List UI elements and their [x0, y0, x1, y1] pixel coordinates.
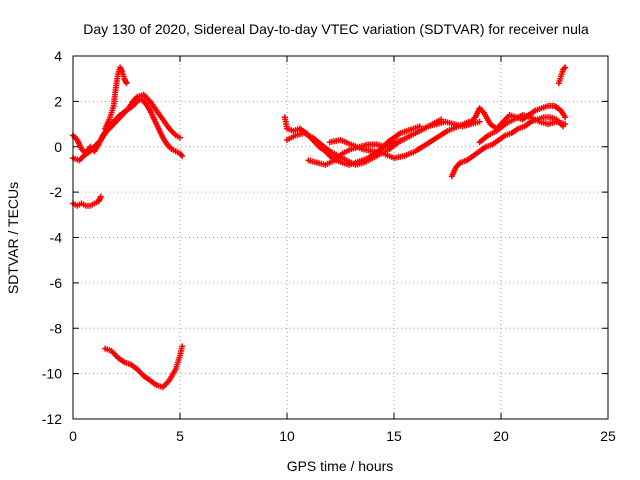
data-point — [179, 343, 186, 350]
grid-lines — [73, 56, 608, 419]
plot-frame — [72, 55, 609, 420]
y-tick-label: -6 — [50, 275, 63, 291]
y-tick-label: 4 — [54, 48, 62, 64]
x-axis-label: GPS time / hours — [287, 458, 394, 474]
data-point — [562, 64, 569, 71]
data-point — [97, 193, 104, 200]
data-point — [562, 114, 569, 121]
x-tick-label: 10 — [279, 428, 295, 444]
y-tick-label: -2 — [50, 184, 63, 200]
series-sat-c — [102, 64, 130, 132]
x-tick-label: 5 — [176, 428, 184, 444]
y-tick-label: -4 — [50, 230, 63, 246]
data-point — [476, 118, 483, 125]
data-points — [70, 64, 569, 391]
series-sat-m — [555, 64, 569, 87]
series-sat-l — [476, 111, 569, 146]
x-tick-label: 15 — [386, 428, 402, 444]
y-tick-label: -8 — [50, 320, 63, 336]
data-point — [177, 134, 183, 141]
data-point — [561, 65, 568, 72]
series-sat-i — [326, 118, 472, 162]
y-tick-label: 0 — [54, 139, 62, 155]
y-tick-label: -10 — [42, 366, 62, 382]
x-tick-label: 25 — [600, 428, 616, 444]
chart-title: Day 130 of 2020, Sidereal Day-to-day VTE… — [83, 21, 589, 37]
y-axis-label: SDTVAR / TECUs — [5, 182, 21, 294]
axis-ticks: 0 5 10 15 20 25 -12 -10 -8 -6 -4 -2 0 2 4 — [42, 48, 616, 444]
data-point — [179, 152, 186, 159]
x-tick-label: 0 — [69, 428, 77, 444]
series-sat-e — [102, 343, 186, 391]
series-sat-b — [70, 91, 183, 164]
y-tick-label: -12 — [42, 411, 62, 427]
series-sat-j — [448, 114, 567, 180]
y-tick-label: 2 — [54, 93, 62, 109]
data-point — [178, 151, 185, 158]
series-sat-d — [70, 193, 104, 209]
data-point — [123, 80, 130, 87]
data-point — [562, 121, 569, 128]
x-tick-label: 20 — [493, 428, 509, 444]
